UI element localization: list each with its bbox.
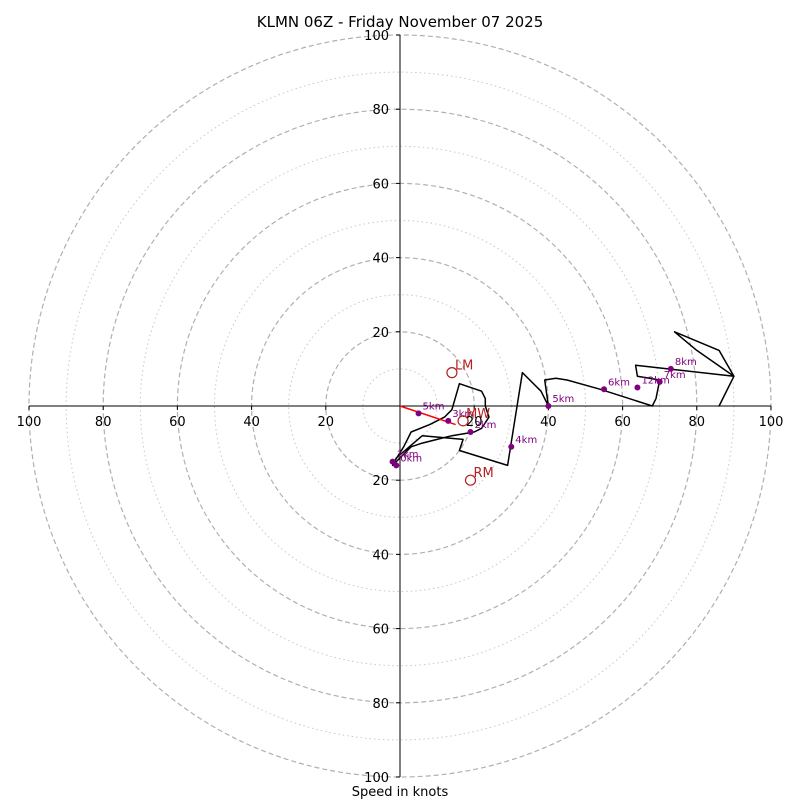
y-tick-label: 100 [364, 29, 389, 44]
height-marker-label: 3km [452, 409, 474, 420]
y-tick-label: 40 [372, 252, 389, 267]
y-tick-label: 80 [372, 697, 389, 712]
height-marker-label: 8km [675, 357, 697, 368]
height-marker [415, 410, 422, 417]
tick-labels: 100 80 60 40 20 20 40 60 80 100 100 80 60 40 20 20 40 60 8… [17, 29, 784, 786]
storm-motion-marker [457, 415, 469, 427]
x-tick-label: 40 [243, 415, 260, 430]
y-tick-label: 40 [372, 548, 389, 563]
storm-motion-marker [446, 367, 458, 379]
storm-motion-marker [464, 474, 477, 486]
height-marker [667, 365, 674, 372]
y-tick-label: 20 [372, 474, 389, 489]
height-marker [508, 443, 515, 450]
y-tick-label: 20 [372, 326, 389, 341]
height-marker-label: 2km [474, 420, 496, 431]
x-tick-label: 80 [689, 415, 706, 430]
storm-motion-markers: LM RM MW [446, 359, 494, 486]
height-marker [601, 386, 608, 393]
height-marker [467, 428, 474, 435]
height-marker-label: 7km [664, 370, 686, 381]
x-tick-label: 40 [540, 415, 557, 430]
height-marker-label: 4km [515, 435, 537, 446]
height-marker-label: 12km [641, 375, 669, 386]
height-marker-label: 1km [397, 450, 419, 461]
y-tick-label: 80 [372, 103, 389, 118]
height-marker-label: 5km [552, 394, 574, 405]
height-marker [545, 403, 552, 409]
height-marker [634, 384, 641, 391]
x-tick-label: 60 [169, 415, 186, 430]
height-marker [389, 458, 396, 465]
y-tick-label: 60 [372, 623, 389, 638]
x-tick-label: 20 [466, 415, 483, 430]
chart-title: KLMN 06Z - Friday November 07 2025 [257, 13, 544, 31]
storm-motion-label: LM [455, 359, 473, 374]
height-marker-label: 6km [608, 377, 630, 388]
height-marker-label: 0km [400, 453, 422, 464]
storm-motion-label: MW [466, 407, 490, 422]
height-marker [393, 462, 400, 469]
storm-motion-label: RM [473, 466, 493, 481]
height-marker [656, 378, 663, 385]
y-tick-label: 60 [372, 177, 389, 192]
x-tick-label: 100 [17, 415, 42, 430]
x-tick-label: 80 [95, 415, 112, 430]
x-tick-label: 100 [759, 415, 784, 430]
wind-trace [391, 331, 735, 467]
x-axis-label: Speed in knots [352, 785, 449, 800]
x-tick-label: 20 [318, 415, 335, 430]
y-tick-label: 100 [364, 771, 389, 786]
height-marker-label: 5km [423, 401, 445, 412]
height-marker [445, 417, 452, 424]
x-tick-label: 60 [614, 415, 631, 430]
